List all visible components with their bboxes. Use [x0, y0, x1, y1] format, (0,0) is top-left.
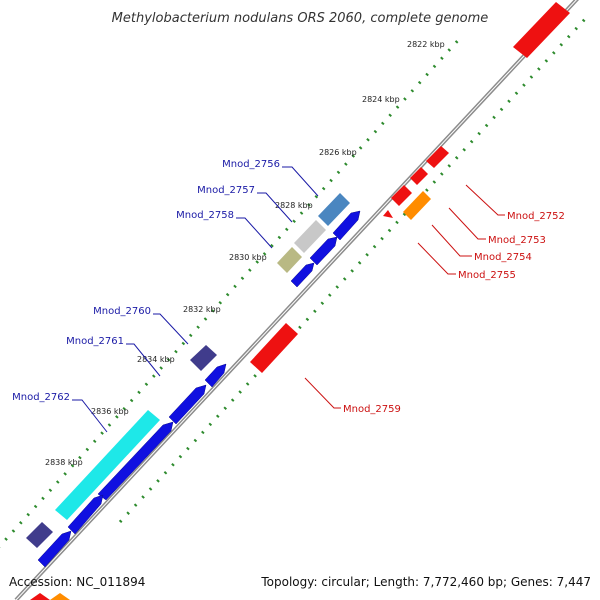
- scale-labels: 2822 kbp 2824 kbp 2826 kbp 2828 kbp 2830…: [45, 40, 445, 467]
- forward-gene-small[interactable]: [383, 210, 393, 218]
- reverse-gene-labels: Mnod_2756 Mnod_2757 Mnod_2758 Mnod_2760 …: [12, 159, 280, 403]
- forward-gene-bottom[interactable]: [30, 593, 50, 600]
- forward-gene-top[interactable]: [513, 2, 570, 58]
- gene-label: Mnod_2756: [222, 159, 280, 170]
- gene-label: Mnod_2753: [488, 235, 546, 246]
- tick-label: 2826 kbp: [319, 148, 357, 157]
- reverse-genes: [26, 193, 350, 548]
- gene-label: Mnod_2762: [12, 392, 70, 403]
- tick-label: 2838 kbp: [45, 458, 83, 467]
- inner-tick-track: [120, 18, 586, 522]
- cds-track: [38, 211, 360, 567]
- outer-tick-track: [0, 36, 462, 548]
- gene-label: Mnod_2754: [474, 252, 532, 263]
- gene-label: Mnod_2758: [176, 210, 234, 221]
- tick-label: 2824 kbp: [362, 95, 400, 104]
- tick-label: 2834 kbp: [137, 355, 175, 364]
- gene-label: Mnod_2752: [507, 211, 565, 222]
- gene-label: Mnod_2761: [66, 336, 124, 347]
- gene-mnod-2760[interactable]: [190, 345, 217, 371]
- map-title: Methylobacterium nodulans ORS 2060, comp…: [112, 11, 489, 26]
- gene-label: Mnod_2757: [197, 185, 255, 196]
- gene-mnod-2753[interactable]: [410, 167, 428, 185]
- gene-label: Mnod_2755: [458, 270, 516, 281]
- topology-text: Topology: circular; Length: 7,772,460 bp…: [260, 575, 591, 589]
- tick-label: 2822 kbp: [407, 40, 445, 49]
- tick-label: 2832 kbp: [183, 305, 221, 314]
- gene-mnod-2755[interactable]: [391, 185, 412, 206]
- gene-label: Mnod_2759: [343, 404, 401, 415]
- genome-backbone: [16, 0, 580, 600]
- accession-text: Accession: NC_011894: [9, 575, 145, 589]
- gene-label: Mnod_2760: [93, 306, 151, 317]
- forward-gene-bottom-orange[interactable]: [50, 593, 70, 600]
- forward-gene-labels: Mnod_2752 Mnod_2753 Mnod_2754 Mnod_2755 …: [343, 211, 565, 415]
- gene-mnod-2759[interactable]: [250, 323, 298, 373]
- gene-mnod-2761[interactable]: [26, 522, 53, 548]
- tick-label: 2830 kbp: [229, 253, 267, 262]
- tick-label: 2836 kbp: [91, 407, 129, 416]
- gene-mnod-2758[interactable]: [277, 247, 302, 273]
